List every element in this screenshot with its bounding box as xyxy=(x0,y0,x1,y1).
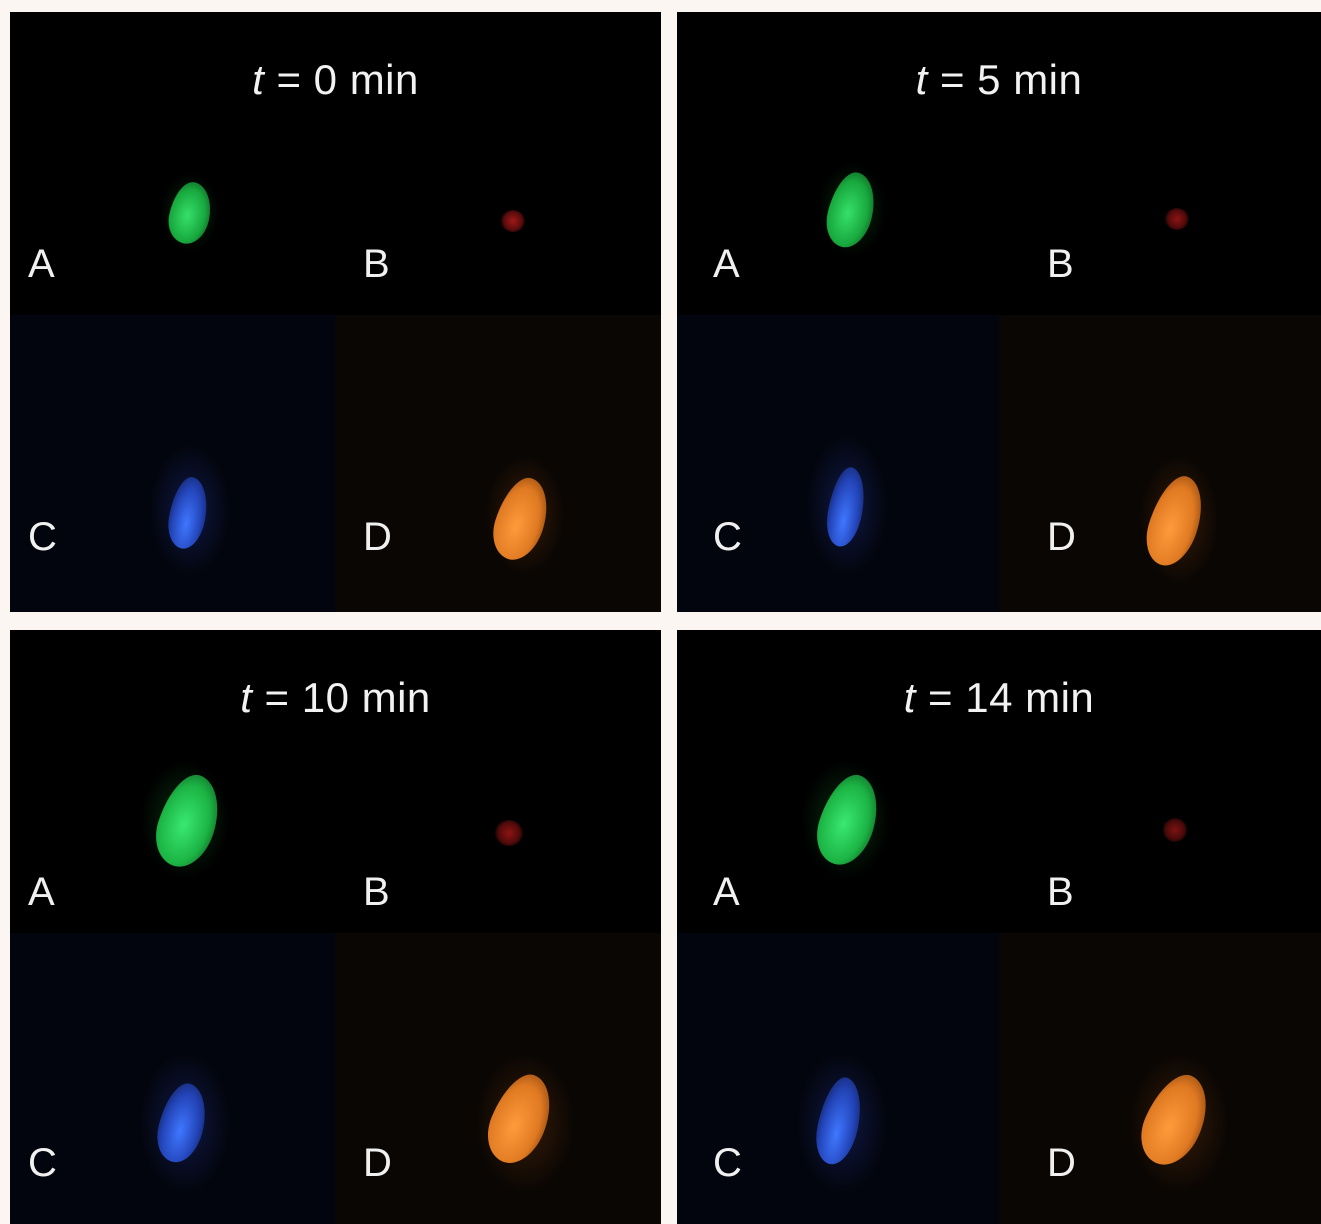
subpanel-b-red-channel: B xyxy=(335,122,661,315)
time-value: = 14 min xyxy=(915,674,1095,721)
subpanel-a-green-channel: A xyxy=(10,122,335,315)
subpanel-b-red-channel: B xyxy=(999,122,1321,315)
subpanel-label-d: D xyxy=(363,1141,392,1185)
timepoint-panel-10: t = 10 min A B C D xyxy=(10,630,661,1224)
subpanel-b-red-channel: B xyxy=(335,740,661,933)
subpanel-label-d: D xyxy=(1047,1141,1076,1185)
subpanel-label-c: C xyxy=(28,515,57,559)
time-variable: t xyxy=(903,674,916,721)
red-spot-signal xyxy=(1165,208,1189,230)
timepoint-title: t = 5 min xyxy=(677,56,1321,104)
subpanel-d-orange-channel: D xyxy=(335,315,661,612)
time-variable: t xyxy=(915,56,928,103)
subpanel-label-a: A xyxy=(713,242,740,286)
red-spot-signal xyxy=(501,210,525,232)
subpanel-label-a: A xyxy=(713,870,740,914)
subpanel-label-d: D xyxy=(363,515,392,559)
timepoint-panel-14: t = 14 min A B C D xyxy=(677,630,1321,1224)
subpanel-a-green-channel: A xyxy=(677,122,999,315)
timepoint-panel-5: t = 5 min A B C D xyxy=(677,12,1321,612)
subpanel-a-green-channel: A xyxy=(677,740,999,933)
subpanel-b-red-channel: B xyxy=(999,740,1321,933)
subpanel-label-b: B xyxy=(1047,242,1074,286)
time-value: = 0 min xyxy=(264,56,419,103)
subpanel-label-b: B xyxy=(363,870,390,914)
subpanel-d-orange-channel: D xyxy=(335,933,661,1224)
subpanel-label-a: A xyxy=(28,242,55,286)
subpanel-label-c: C xyxy=(713,1141,742,1185)
timepoint-title: t = 10 min xyxy=(10,674,661,722)
subpanel-c-blue-channel: C xyxy=(10,315,335,612)
time-value: = 10 min xyxy=(252,674,431,721)
subpanel-c-blue-channel: C xyxy=(677,933,999,1224)
subpanel-c-blue-channel: C xyxy=(677,315,999,612)
subpanel-label-c: C xyxy=(713,515,742,559)
subpanel-a-green-channel: A xyxy=(10,740,335,933)
red-spot-signal xyxy=(1163,818,1187,842)
subpanel-label-a: A xyxy=(28,870,55,914)
subpanel-c-blue-channel: C xyxy=(10,933,335,1224)
time-variable: t xyxy=(240,674,253,721)
timepoint-title: t = 0 min xyxy=(10,56,661,104)
time-value: = 5 min xyxy=(927,56,1083,103)
subpanel-label-d: D xyxy=(1047,515,1076,559)
subpanel-d-orange-channel: D xyxy=(999,315,1321,612)
subpanel-d-orange-channel: D xyxy=(999,933,1321,1224)
subpanel-label-b: B xyxy=(363,242,390,286)
subpanel-label-c: C xyxy=(28,1141,57,1185)
red-spot-signal xyxy=(495,820,523,846)
subpanel-label-b: B xyxy=(1047,870,1074,914)
timepoint-title: t = 14 min xyxy=(677,674,1321,722)
timepoint-panel-0: t = 0 min A B C D xyxy=(10,12,661,612)
time-variable: t xyxy=(252,56,265,103)
